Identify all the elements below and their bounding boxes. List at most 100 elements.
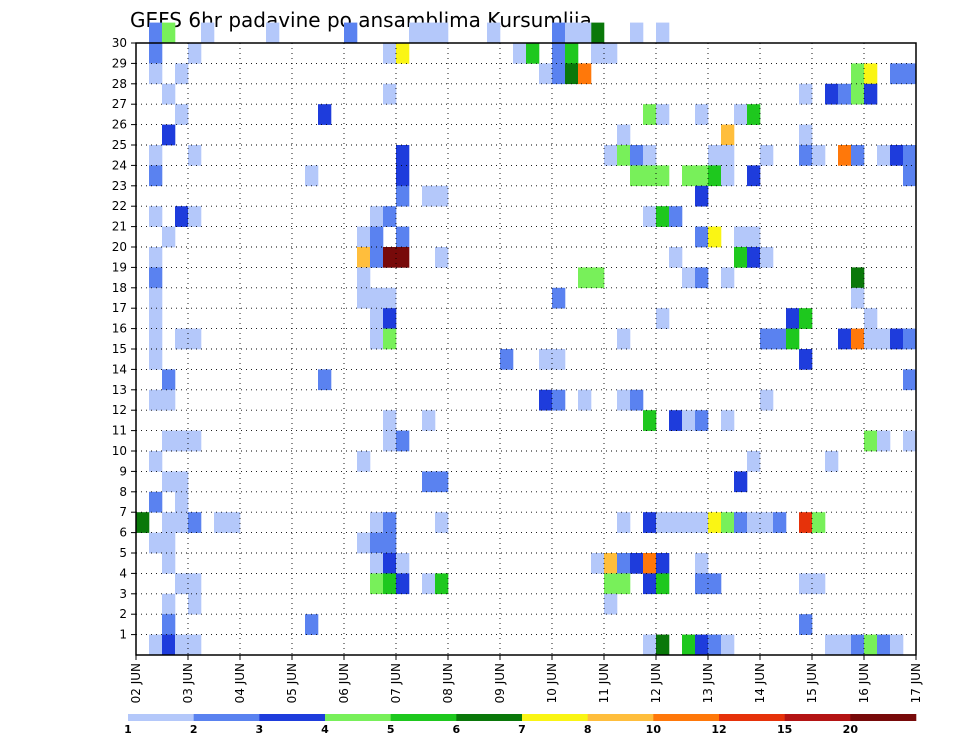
precip-cell <box>656 165 670 187</box>
precip-cell <box>175 63 189 85</box>
precip-cell <box>435 573 449 595</box>
precip-cell <box>162 22 176 44</box>
x-tick-label: 04 JUN <box>233 663 247 703</box>
precip-cell <box>149 287 163 309</box>
precip-cell <box>591 43 605 64</box>
y-tick-label: 21 <box>112 220 127 234</box>
precip-cell <box>786 308 800 329</box>
x-tick-label: 07 JUN <box>389 663 403 703</box>
precip-cell <box>903 145 917 166</box>
precip-cell <box>617 389 631 411</box>
precip-cell <box>591 22 605 44</box>
precip-cell <box>682 165 696 187</box>
precip-cell <box>877 145 891 166</box>
precip-cell <box>383 553 397 574</box>
precip-cell <box>708 512 722 533</box>
precip-cell <box>656 573 670 595</box>
precip-cell <box>747 451 761 472</box>
precip-cell <box>656 634 670 656</box>
colorbar-swatch <box>456 714 523 721</box>
precip-cell <box>708 634 722 656</box>
precip-cell <box>435 512 449 533</box>
precip-cell <box>838 145 852 166</box>
y-tick-label: 15 <box>112 342 127 356</box>
precip-cell <box>825 451 839 472</box>
precip-cell <box>708 145 722 166</box>
precip-cell <box>539 63 553 85</box>
precip-cell <box>656 22 670 44</box>
precip-cell <box>422 185 436 207</box>
colorbar-swatch <box>390 714 457 721</box>
precip-cell <box>552 287 566 309</box>
precip-cell <box>500 349 514 370</box>
precip-cell <box>773 328 787 350</box>
precip-cell <box>370 247 384 268</box>
precip-cell <box>864 83 878 105</box>
precip-cell <box>149 22 163 44</box>
precip-cell <box>578 63 592 85</box>
precip-cell <box>162 532 176 554</box>
precip-cell <box>552 389 566 411</box>
precip-cell <box>656 553 670 574</box>
y-tick-label: 5 <box>119 546 127 560</box>
colorbar-label: 5 <box>387 723 395 736</box>
precip-cell <box>812 573 826 595</box>
precip-cell <box>682 410 696 431</box>
precip-cell <box>721 512 735 533</box>
x-tick-label: 14 JUN <box>753 663 767 703</box>
precip-cell <box>435 22 449 44</box>
precip-cell <box>734 104 748 125</box>
precip-cell <box>201 22 215 44</box>
precip-cell <box>422 471 436 493</box>
precip-cell <box>487 22 501 44</box>
precip-cell <box>188 43 202 64</box>
precip-cell <box>552 22 566 44</box>
colorbar-swatch <box>784 714 851 721</box>
precip-cell <box>682 267 696 289</box>
precip-cell <box>552 349 566 370</box>
precip-cell <box>721 267 735 289</box>
precip-cell <box>149 165 163 187</box>
y-tick-label: 26 <box>112 118 127 132</box>
colorbar-label: 1 <box>124 723 132 736</box>
precip-cell <box>188 573 202 595</box>
y-tick-label: 9 <box>119 464 127 478</box>
precip-cell <box>383 430 397 452</box>
precip-cell <box>877 634 891 656</box>
y-tick-label: 7 <box>119 505 127 519</box>
precip-cell <box>721 634 735 656</box>
precip-cell <box>799 573 813 595</box>
precip-cell <box>344 22 358 44</box>
y-tick-label: 24 <box>112 158 127 172</box>
precip-cell <box>734 226 748 248</box>
precip-cell <box>539 349 553 370</box>
chart-title: GEFS 6hr padavine po ansamblima Kursumli… <box>130 8 592 32</box>
precip-cell <box>149 145 163 166</box>
precip-cell <box>695 634 709 656</box>
precip-cell <box>708 226 722 248</box>
colorbar-label: 7 <box>518 723 526 736</box>
precip-cell <box>149 206 163 227</box>
precip-cell <box>721 124 735 146</box>
precip-cell <box>578 22 592 44</box>
precip-cell <box>383 247 397 268</box>
precip-cell <box>695 104 709 125</box>
precip-cell <box>435 471 449 493</box>
precip-cell <box>721 145 735 166</box>
precip-cell <box>370 287 384 309</box>
y-tick-label: 27 <box>112 97 127 111</box>
colorbar-swatch <box>325 714 391 721</box>
y-tick-label: 16 <box>112 322 127 336</box>
precip-cell <box>162 430 176 452</box>
precip-cell <box>656 104 670 125</box>
precip-cell <box>864 63 878 85</box>
precip-cell <box>812 512 826 533</box>
precip-cell <box>799 512 813 533</box>
colorbar-label: 8 <box>584 723 592 736</box>
precip-cell <box>149 491 163 513</box>
precip-cell <box>175 512 189 533</box>
colorbar-label: 15 <box>777 723 792 736</box>
precip-cell <box>695 512 709 533</box>
precip-cell <box>396 43 410 64</box>
precip-cell <box>188 512 202 533</box>
